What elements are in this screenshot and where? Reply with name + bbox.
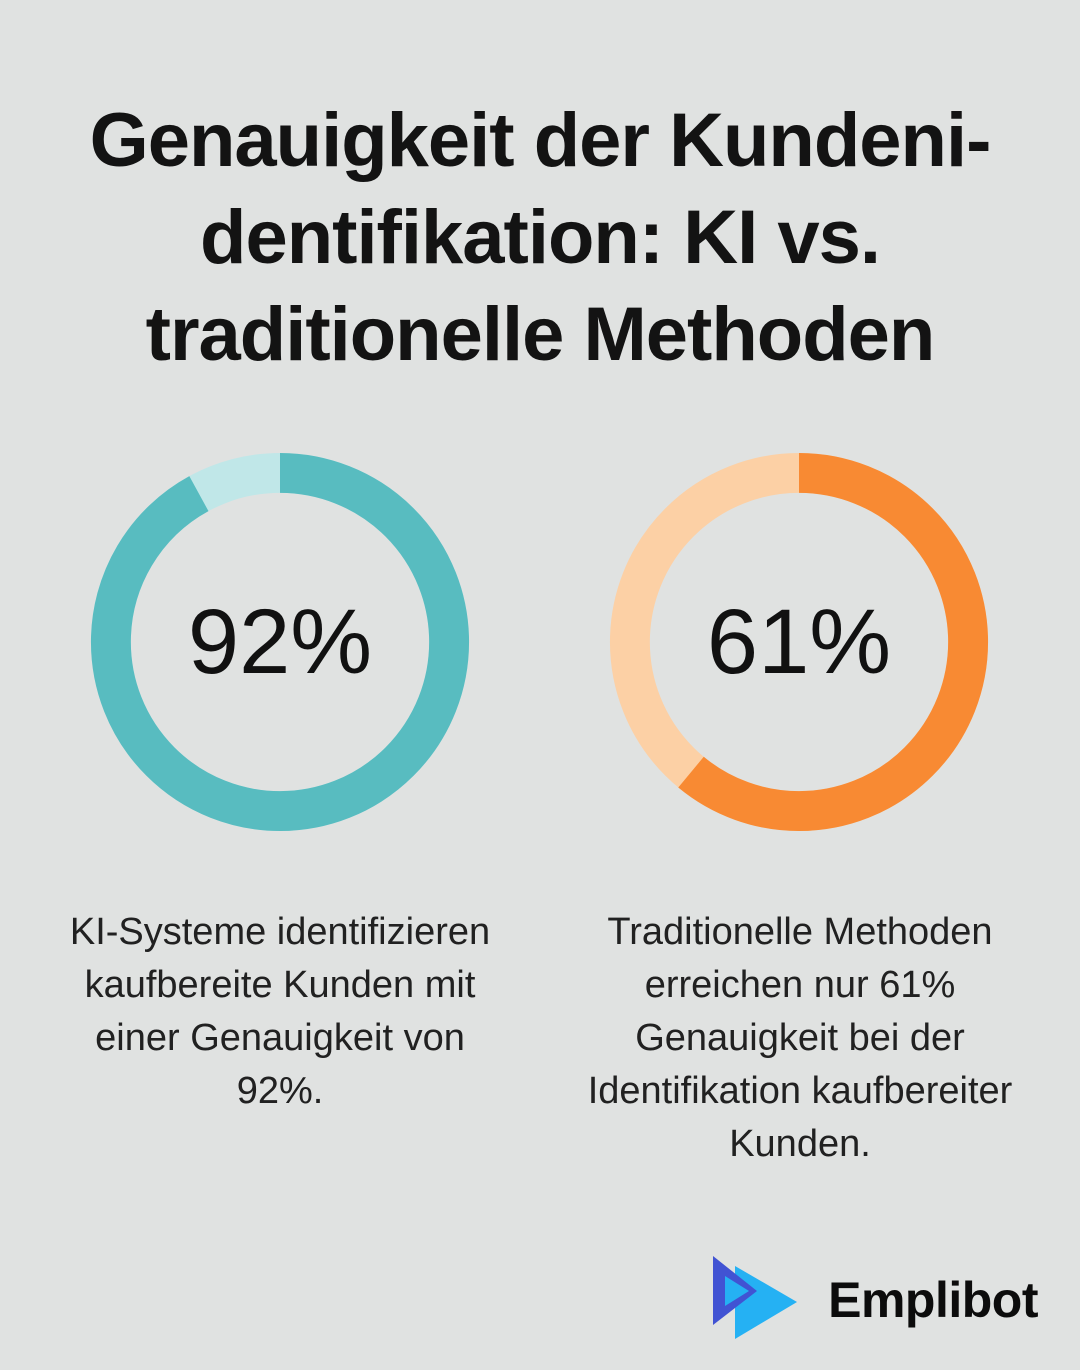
ki-donut-chart: 92% (90, 452, 470, 832)
brand-logo: Emplibot (710, 1254, 1038, 1346)
traditional-donut-value-label: 61% (706, 590, 892, 693)
ki-caption: KI-Systeme identifizieren kaufbereite Ku… (69, 911, 491, 1112)
brand-name: Emplibot (828, 1272, 1038, 1328)
emplibot-logo-icon (713, 1256, 798, 1339)
traditional-donut-chart: 61% (609, 452, 989, 832)
ki-donut-value-label: 92% (187, 590, 373, 693)
traditional-caption: Traditionelle Methoden erreichen nur 61%… (587, 911, 1013, 1165)
page-title: Genauigkeit der Kundeni- dentifikation: … (89, 98, 992, 377)
